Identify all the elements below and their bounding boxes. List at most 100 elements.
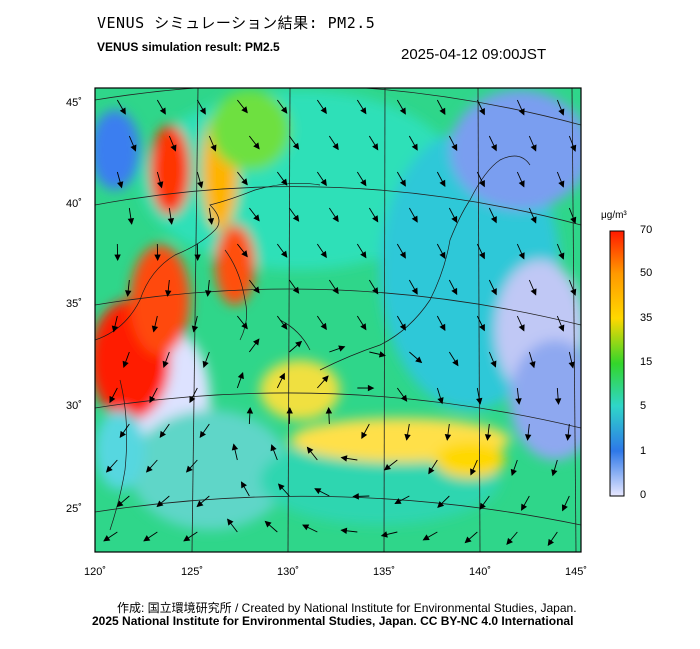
wind-arrowhead: [185, 465, 193, 473]
wind-arrowhead: [105, 465, 113, 473]
wind-arrowhead: [241, 106, 248, 114]
wind-arrowhead: [127, 217, 135, 225]
wind-arrowhead: [154, 254, 161, 262]
wind-arrowhead: [338, 345, 346, 352]
wind-arrowhead: [109, 395, 116, 404]
wind-arrowhead: [479, 502, 486, 510]
wind-arrowhead: [360, 179, 367, 187]
wind-arrowhead: [490, 216, 497, 224]
wind-arrowhead: [360, 251, 367, 259]
wind-arrowhead: [253, 142, 260, 150]
wind-arrowhead: [524, 434, 532, 441]
wind-arrowhead: [451, 287, 458, 296]
wind-arrowhead: [399, 251, 406, 259]
wind-arrowhead: [302, 524, 310, 531]
grid-lines: [95, 88, 581, 552]
wind-arrowhead: [189, 395, 196, 404]
wind-arrowhead: [183, 535, 191, 542]
wind-arrowhead: [119, 107, 126, 115]
wind-arrowhead: [561, 504, 568, 512]
wind-arrowhead: [145, 465, 153, 473]
wind-arrowhead: [277, 483, 285, 491]
wind-arrowhead: [439, 251, 446, 259]
wind-arrowhead: [521, 503, 528, 511]
wind-arrowhead: [361, 431, 368, 439]
wind-arrowhead: [530, 144, 537, 152]
lon-label-140: 140˚: [469, 566, 492, 578]
wind-arrowhead: [470, 468, 477, 476]
wind-arrowhead: [479, 180, 485, 188]
wind-arrowhead: [554, 398, 562, 405]
wind-arrowhead: [143, 535, 151, 542]
wind-arrowhead: [156, 500, 164, 508]
lon-label-125: 125˚: [181, 566, 204, 578]
colorbar-unit: μg/m³: [601, 210, 627, 221]
wind-arrowhead: [378, 351, 386, 358]
wind-arrowhead: [547, 538, 555, 547]
wind-arrowhead: [451, 215, 458, 224]
wind-arrowhead: [415, 356, 423, 364]
lon-label-130: 130˚: [277, 566, 300, 578]
wind-arrowhead: [231, 443, 239, 451]
wind-arrowhead: [199, 430, 206, 438]
wind-arrowhead: [292, 214, 300, 222]
wind-arrowhead: [510, 468, 517, 477]
wind-arrowhead: [570, 144, 577, 152]
wind-arrowhead: [116, 500, 124, 508]
wind-arrowhead: [196, 500, 204, 508]
wind-arrowhead: [122, 360, 129, 368]
wind-arrowhead: [518, 252, 525, 260]
wind-arrowhead: [227, 518, 234, 526]
wind-arrowhead: [210, 144, 217, 152]
wind-arrowhead: [117, 181, 124, 189]
wind-arrowhead: [452, 359, 459, 367]
colorbar-label-5: 5: [640, 400, 647, 412]
wind-arrowhead: [119, 430, 126, 438]
wind-arrowhead: [372, 215, 379, 223]
wind-arrowhead: [352, 493, 359, 500]
wind-arrowhead: [320, 250, 327, 259]
wind-arrowhead: [490, 360, 497, 368]
wind-arrowhead: [320, 178, 327, 187]
wind-arrowhead: [332, 215, 339, 223]
wind-arrowhead: [332, 143, 339, 151]
colorbar: [609, 230, 625, 497]
map-frame: [94, 87, 582, 553]
wind-arrowhead: [518, 324, 525, 332]
wind-arrowhead: [399, 179, 406, 187]
wind-arrowhead: [264, 520, 272, 528]
wind-arrowhead: [558, 180, 565, 188]
wind-arrowhead: [240, 481, 247, 489]
wind-arrowhead: [558, 108, 565, 116]
colorbar-label-50: 50: [640, 267, 653, 279]
wind-arrowhead: [400, 394, 408, 402]
wind-arrowhead: [530, 216, 537, 224]
wind-arrowhead: [422, 534, 430, 541]
wind-arrowhead: [506, 537, 513, 545]
wind-arrowhead: [253, 214, 260, 222]
wind-arrowhead: [444, 434, 452, 441]
wind-arrowhead: [199, 107, 206, 115]
wind-arrowhead: [241, 322, 248, 330]
wind-arrowhead: [451, 143, 458, 152]
wind-arrowhead: [286, 407, 293, 414]
wind-arrowhead: [411, 287, 418, 295]
wind-arrowhead: [279, 372, 285, 380]
wind-arrowhead: [167, 217, 175, 225]
wind-arrowhead: [125, 290, 132, 297]
lat-label-35: 35˚: [66, 298, 82, 310]
wind-arrowhead: [280, 322, 288, 330]
lon-label-135: 135˚: [373, 566, 396, 578]
wind-arrowhead: [372, 143, 379, 151]
wind-arrowhead: [383, 463, 392, 471]
wind-arrowhead: [490, 288, 497, 296]
wind-arrowhead: [565, 434, 572, 441]
wind-arrowhead: [253, 338, 260, 346]
wind-arrowhead: [437, 501, 445, 508]
wind-arrowhead: [558, 252, 565, 260]
wind-arrowhead: [372, 287, 379, 295]
wind-arrowhead: [241, 178, 248, 186]
wind-arrowhead: [411, 215, 418, 223]
wind-arrowhead: [558, 324, 565, 332]
